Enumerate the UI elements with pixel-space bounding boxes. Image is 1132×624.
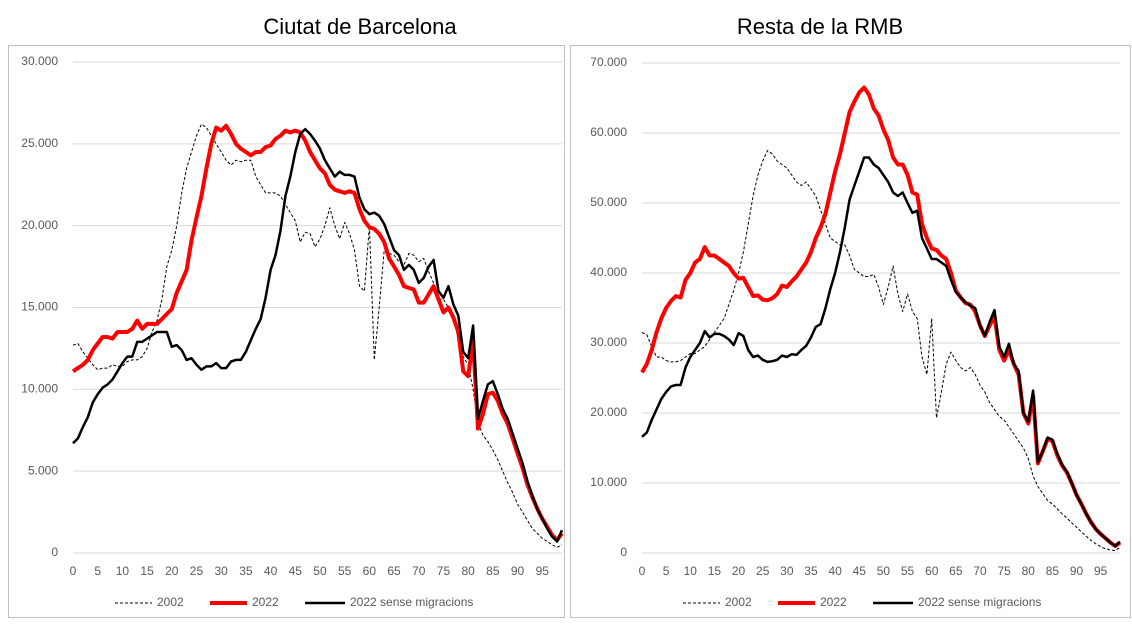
panel-border — [570, 45, 1131, 618]
y-tick-label: 50.000 — [590, 195, 627, 209]
x-tick-label: 90 — [1070, 564, 1084, 578]
panel-border — [8, 45, 565, 618]
y-tick-label: 10.000 — [21, 382, 58, 396]
x-tick-label: 75 — [997, 564, 1011, 578]
x-tick-label: 15 — [708, 564, 722, 578]
y-tick-label: 10.000 — [590, 475, 627, 489]
y-tick-label: 0 — [620, 545, 627, 559]
x-tick-label: 80 — [461, 564, 475, 578]
legend-label: 2022 sense migracions — [350, 595, 473, 609]
y-tick-label: 25.000 — [21, 136, 58, 150]
x-tick-label: 0 — [639, 564, 646, 578]
x-tick-label: 65 — [949, 564, 963, 578]
y-tick-label: 20.000 — [21, 218, 58, 232]
series-line — [71, 123, 564, 542]
x-tick-label: 30 — [780, 564, 794, 578]
x-tick-label: 40 — [264, 564, 278, 578]
x-tick-label: 30 — [215, 564, 229, 578]
y-tick-label: 30.000 — [21, 54, 58, 68]
x-tick-label: 45 — [289, 564, 303, 578]
x-tick-label: 50 — [877, 564, 891, 578]
series-line — [640, 85, 1122, 548]
x-tick-label: 0 — [70, 564, 77, 578]
x-tick-label: 85 — [1046, 564, 1060, 578]
legend-label: 2022 — [820, 595, 847, 609]
x-tick-label: 35 — [804, 564, 818, 578]
y-tick-label: 60.000 — [590, 125, 627, 139]
x-tick-label: 90 — [511, 564, 525, 578]
x-tick-label: 5 — [94, 564, 101, 578]
x-tick-label: 20 — [165, 564, 179, 578]
series-line — [72, 127, 564, 543]
series-line — [641, 156, 1121, 548]
y-tick-label: 15.000 — [21, 300, 58, 314]
x-tick-label: 95 — [1094, 564, 1108, 578]
legend-label: 2002 — [725, 595, 752, 609]
x-tick-label: 60 — [925, 564, 939, 578]
x-tick-label: 50 — [313, 564, 327, 578]
x-tick-label: 70 — [412, 564, 426, 578]
x-tick-label: 65 — [387, 564, 401, 578]
x-tick-label: 20 — [732, 564, 746, 578]
x-tick-label: 60 — [363, 564, 377, 578]
x-tick-label: 40 — [828, 564, 842, 578]
x-tick-label: 10 — [684, 564, 698, 578]
x-tick-label: 55 — [338, 564, 352, 578]
x-tick-label: 25 — [756, 564, 770, 578]
x-tick-label: 45 — [853, 564, 867, 578]
x-tick-label: 25 — [190, 564, 204, 578]
chart-title: Resta de la RMB — [737, 14, 903, 39]
legend-label: 2022 — [252, 595, 279, 609]
legend-label: 2002 — [157, 595, 184, 609]
series-line — [641, 150, 1121, 551]
x-tick-label: 10 — [116, 564, 130, 578]
y-tick-label: 30.000 — [590, 335, 627, 349]
x-tick-label: 55 — [901, 564, 915, 578]
chart-title: Ciutat de Barcelona — [263, 14, 457, 39]
x-tick-label: 80 — [1022, 564, 1036, 578]
x-tick-label: 75 — [437, 564, 451, 578]
x-tick-label: 95 — [536, 564, 550, 578]
legend-label: 2022 sense migracions — [918, 595, 1041, 609]
y-tick-label: 70.000 — [590, 55, 627, 69]
x-tick-label: 70 — [973, 564, 987, 578]
y-tick-label: 20.000 — [590, 405, 627, 419]
chart: Resta de la RMB 0 10.000 20.000 30.000 40.000… — [590, 14, 1122, 609]
y-tick-label: 40.000 — [590, 265, 627, 279]
x-tick-label: 35 — [239, 564, 253, 578]
x-tick-label: 85 — [486, 564, 500, 578]
x-tick-label: 5 — [663, 564, 670, 578]
series-line — [72, 123, 563, 548]
y-tick-label: 5.000 — [28, 463, 58, 477]
chart: Ciutat de Barcelona 0 5.000 10.000 15.000 20.… — [21, 14, 564, 609]
x-tick-label: 15 — [140, 564, 154, 578]
y-tick-label: 0 — [51, 545, 58, 559]
